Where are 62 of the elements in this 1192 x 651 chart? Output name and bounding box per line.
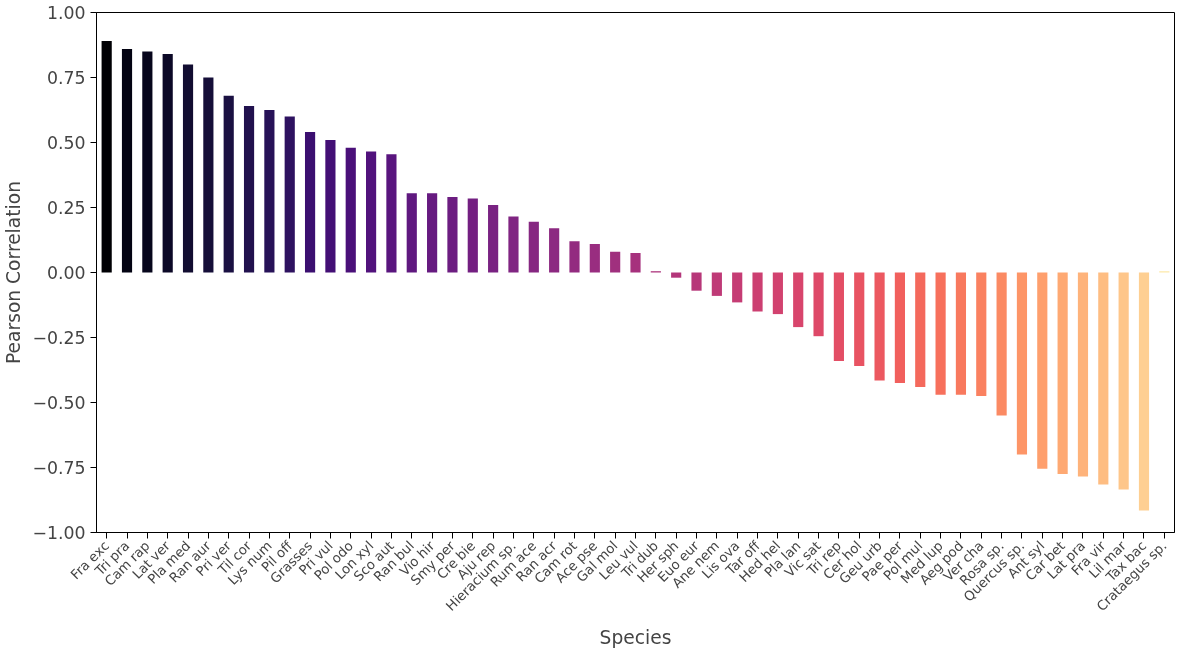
bar xyxy=(121,48,133,273)
bar xyxy=(894,272,905,383)
bar xyxy=(1057,272,1068,474)
bar xyxy=(406,193,417,273)
bar xyxy=(589,243,600,273)
bar xyxy=(813,272,824,337)
y-axis-title: Pearson Correlation xyxy=(3,181,25,364)
bar xyxy=(1077,272,1089,477)
y-tick-label: −0.50 xyxy=(32,393,86,413)
y-tick-label: −1.00 xyxy=(32,523,86,543)
bar xyxy=(549,228,560,273)
bar xyxy=(488,204,499,273)
y-tick-label: −0.25 xyxy=(32,328,86,348)
y-tick-label: 0.25 xyxy=(46,198,86,218)
y-tick-label: 0.75 xyxy=(46,68,86,88)
bar xyxy=(1138,272,1150,511)
bar xyxy=(996,272,1007,416)
bar xyxy=(630,253,641,273)
bar xyxy=(101,41,112,273)
bar xyxy=(203,77,214,273)
bar xyxy=(467,198,478,273)
bar xyxy=(447,197,458,273)
bar xyxy=(1118,272,1129,490)
y-tick-label: 0.50 xyxy=(46,133,86,153)
bar xyxy=(223,95,234,273)
bar xyxy=(1016,272,1028,455)
bar xyxy=(711,272,722,296)
bar xyxy=(284,116,295,273)
bar xyxy=(162,54,173,273)
x-axis-title: Species xyxy=(599,627,672,649)
bar xyxy=(793,272,804,328)
y-tick-label: 0.00 xyxy=(46,263,86,283)
bar xyxy=(427,193,438,273)
bar xyxy=(955,272,967,395)
bar xyxy=(874,272,885,381)
bar xyxy=(671,272,682,278)
bar xyxy=(691,272,702,291)
bar xyxy=(304,132,316,273)
bar xyxy=(1037,272,1048,469)
bar xyxy=(243,106,255,273)
bar xyxy=(854,272,865,367)
bar xyxy=(264,110,275,273)
bar xyxy=(569,241,580,273)
bar xyxy=(142,51,153,273)
bar xyxy=(325,139,336,273)
bar xyxy=(182,64,194,273)
bar xyxy=(610,251,621,273)
bar xyxy=(366,151,377,273)
bar xyxy=(508,216,519,273)
bar xyxy=(345,147,356,273)
bar xyxy=(976,272,987,396)
bar xyxy=(935,272,946,395)
bar xyxy=(752,272,763,312)
bar xyxy=(1098,272,1109,485)
bar xyxy=(833,272,844,361)
bar xyxy=(772,272,783,315)
y-tick-label: −0.75 xyxy=(32,458,86,478)
bar xyxy=(732,272,743,303)
y-tick-label: 1.00 xyxy=(46,3,86,23)
bar xyxy=(386,154,397,273)
bar xyxy=(528,221,539,273)
bar xyxy=(915,272,926,387)
